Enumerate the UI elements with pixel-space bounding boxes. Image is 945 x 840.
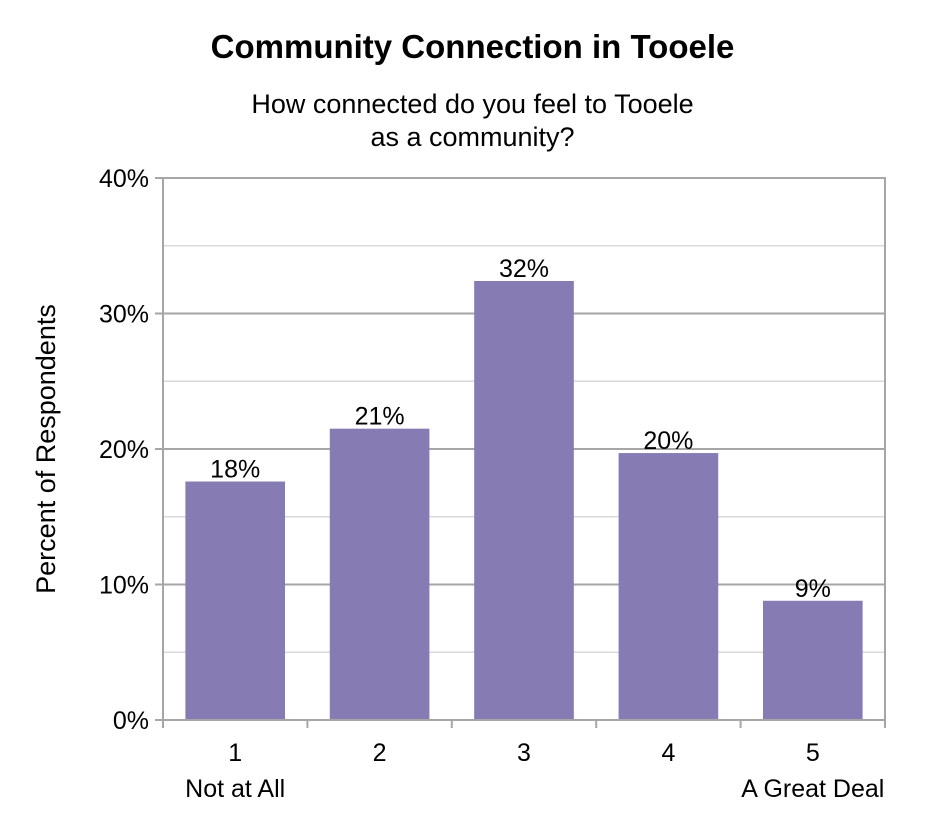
data-label-5: 9%: [795, 575, 831, 603]
y-tick-label: 0%: [113, 707, 149, 735]
x-tick-label: 3: [517, 739, 531, 767]
subtitle-line-1: How connected do you feel to Tooele: [251, 89, 694, 119]
x-tick-label: 1: [228, 739, 242, 767]
data-label-2: 21%: [355, 403, 405, 431]
data-label-4: 20%: [643, 427, 693, 455]
chart-subtitle: How connected do you feel to Tooele as a…: [0, 88, 945, 154]
bar-4: [618, 453, 719, 720]
plot-frame: [155, 177, 886, 728]
x-tick-label: 4: [661, 739, 675, 767]
bar-1: [185, 481, 286, 720]
labels: 0% 10% 20% 30% 40% 18% 1 Not at All 21% 2 32% 3 20% 4…: [31, 165, 884, 803]
x-sublabel: Not at All: [185, 775, 285, 803]
y-tick-label: 30%: [99, 301, 149, 329]
y-tick-label: 10%: [99, 572, 149, 600]
subtitle-line-2: as a community?: [370, 122, 575, 152]
x-tick-label: 5: [806, 739, 820, 767]
bars: [185, 280, 863, 720]
bar-5: [762, 600, 863, 720]
y-tick-label: 20%: [99, 436, 149, 464]
bar-2: [329, 428, 430, 720]
chart-title: Community Connection in Tooele: [210, 28, 735, 65]
y-axis-label: Percent of Respondents: [31, 304, 61, 594]
plot-border: [162, 177, 886, 721]
x-sublabel: A Great Deal: [741, 775, 884, 803]
x-tick-label: 2: [373, 739, 387, 767]
bar-3: [474, 280, 574, 720]
data-label-3: 32%: [499, 255, 549, 283]
data-label-1: 18%: [210, 456, 260, 484]
y-tick-label: 40%: [99, 165, 149, 193]
